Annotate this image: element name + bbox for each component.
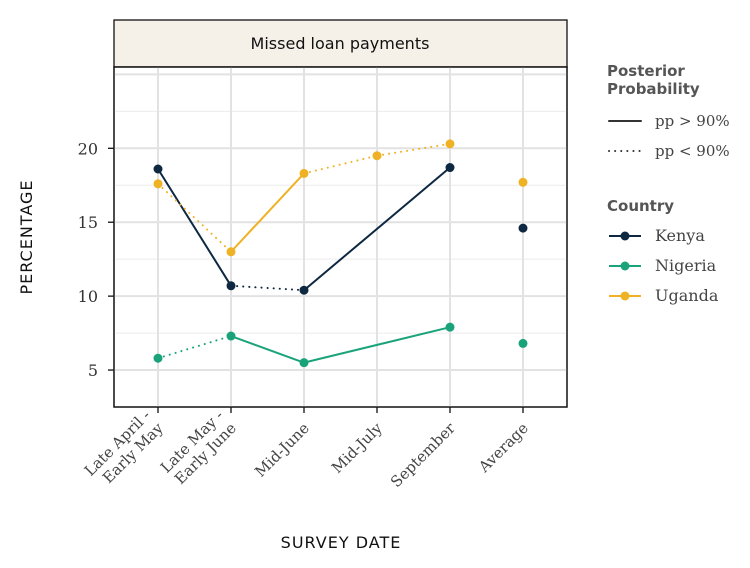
y-tick-label: 20 (78, 139, 98, 158)
series-segment-solid (157, 168, 232, 287)
plot-panel (113, 66, 568, 408)
series-segment-solid (303, 326, 451, 364)
x-tick-label: September (387, 419, 459, 491)
data-point (226, 281, 236, 291)
data-point (299, 168, 309, 178)
legend-label-country: Nigeria (655, 256, 717, 275)
data-point (226, 331, 236, 341)
y-tick-label: 10 (78, 287, 98, 306)
average-point (518, 223, 528, 233)
series-segment-dotted (230, 284, 305, 292)
x-tick-label: Late May -Early June (157, 406, 240, 489)
y-tick-label: 5 (88, 361, 98, 380)
average-point (518, 177, 528, 187)
series-layer (153, 139, 528, 368)
series-uganda (153, 139, 528, 257)
series-segment-dotted (303, 154, 378, 175)
y-axis-title: PERCENTAGE (17, 179, 36, 294)
legend-label-country: Uganda (655, 286, 719, 305)
data-point (372, 151, 382, 161)
data-point (445, 139, 455, 149)
legend-key-dot (620, 261, 630, 271)
series-nigeria (153, 322, 528, 368)
x-tick-label: Late April -Early May (81, 406, 167, 492)
legend-title-posterior: Posterior Probability (607, 62, 700, 98)
data-point (299, 285, 309, 295)
data-point (226, 247, 236, 257)
series-segment-dotted (376, 142, 451, 157)
data-point (445, 322, 455, 332)
data-point (445, 163, 455, 173)
panel-strip (113, 19, 568, 68)
series-segment-dotted (157, 182, 232, 253)
series-segment-solid (230, 172, 305, 253)
plot-frame (113, 66, 568, 408)
legend: Posterior Probability pp > 90% pp < 90% Coun… (607, 62, 730, 305)
legend-title-country: Country (607, 197, 674, 215)
series-segment-dotted (157, 335, 232, 360)
y-tick-label: 15 (78, 213, 98, 232)
x-tick-label: Average (474, 419, 531, 476)
series-segment-solid (230, 335, 305, 364)
legend-key-dot (620, 231, 630, 241)
series-segment-solid (303, 166, 451, 292)
legend-label-solid: pp > 90% (655, 112, 730, 130)
legend-label-country: Kenya (655, 226, 705, 245)
x-tick-label: Mid-June (251, 419, 313, 481)
x-tick-label: Mid-July (328, 419, 386, 477)
x-axis-title: SURVEY DATE (281, 533, 402, 552)
data-point (299, 358, 309, 368)
data-point (153, 353, 163, 363)
chart-title: Missed loan payments (251, 34, 430, 53)
average-point (518, 338, 528, 348)
series-kenya (153, 163, 528, 295)
legend-label-dotted: pp < 90% (655, 142, 730, 160)
data-point (153, 179, 163, 189)
legend-key-dot (620, 291, 630, 301)
data-point (153, 164, 163, 174)
